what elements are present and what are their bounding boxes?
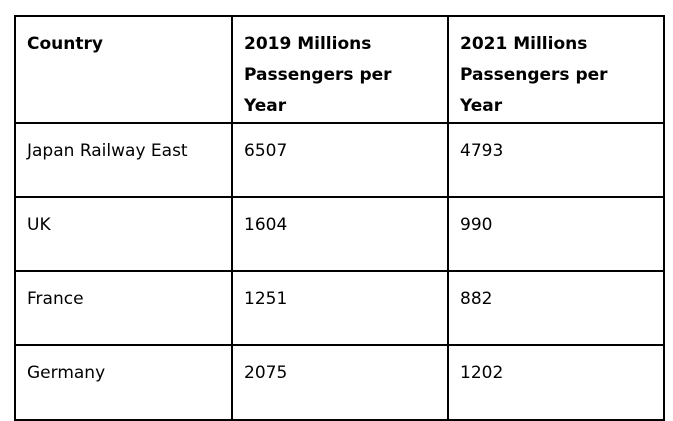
cell-2019-value: 6507 <box>231 122 449 198</box>
table-row: Germany 2075 1202 <box>14 344 665 421</box>
cell-2021-value: 4793 <box>447 122 665 198</box>
cell-2019-value: 1604 <box>231 196 449 272</box>
cell-2021-value: 1202 <box>447 344 665 421</box>
header-country: Country <box>14 15 233 124</box>
header-2021-passengers: 2021 Millions Passengers per Year <box>447 15 665 124</box>
cell-2019-value: 2075 <box>231 344 449 421</box>
cell-2021-value: 882 <box>447 270 665 346</box>
cell-2021-value: 990 <box>447 196 665 272</box>
table-row: UK 1604 990 <box>14 196 665 272</box>
header-2019-passengers: 2019 Millions Passengers per Year <box>231 15 449 124</box>
table-row: France 1251 882 <box>14 270 665 346</box>
cell-country: France <box>14 270 233 346</box>
cell-country: UK <box>14 196 233 272</box>
cell-2019-value: 1251 <box>231 270 449 346</box>
passenger-table: Country 2019 Millions Passengers per Yea… <box>14 15 665 421</box>
table-header-row: Country 2019 Millions Passengers per Yea… <box>14 15 665 124</box>
cell-country: Japan Railway East <box>14 122 233 198</box>
cell-country: Germany <box>14 344 233 421</box>
passenger-table-container: Country 2019 Millions Passengers per Yea… <box>14 15 665 421</box>
table-row: Japan Railway East 6507 4793 <box>14 122 665 198</box>
